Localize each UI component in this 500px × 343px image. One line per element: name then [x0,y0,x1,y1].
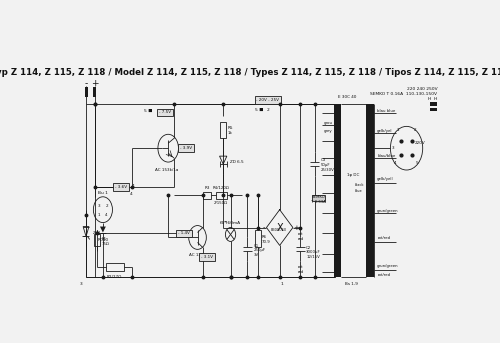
Text: C3
50µF
25/30V: C3 50µF 25/30V [320,158,334,172]
Text: RD10: RD10 [98,238,108,243]
Bar [430,107,438,111]
Bar [312,195,325,201]
Text: black: black [354,183,364,187]
Text: 220V: 220V [414,141,425,145]
Text: rot: rot [298,233,304,236]
Bar [220,122,226,138]
Text: 2/150Ω: 2/150Ω [214,201,228,205]
Text: grou: grou [324,121,332,126]
Bar [106,263,124,271]
Text: E 30C 40: E 30C 40 [338,95,356,98]
Text: SEMKO T 0.16A  110-130-150V: SEMKO T 0.16A 110-130-150V [370,92,438,96]
Bar [254,229,260,247]
Text: R4/120Ω: R4/120Ω [212,186,230,190]
Text: AC 153k/1a: AC 153k/1a [155,168,178,172]
Text: +: + [293,225,298,230]
Bar [178,144,194,152]
Text: ZD 6.5: ZD 6.5 [230,160,243,164]
Text: blau blue: blau blue [377,109,396,114]
Text: 220 240 250V: 220 240 250V [406,87,438,91]
Text: rot: rot [298,265,304,269]
Text: blue: blue [355,189,362,193]
Text: gelb/yell: gelb/yell [377,177,394,181]
Text: - 20V - 25V: - 20V - 25V [256,98,280,102]
Text: 4: 4 [130,192,133,196]
Text: -: - [84,79,87,88]
Text: X: X [276,223,283,233]
Text: grey: grey [324,129,332,133]
Text: SEMKO
T 0.63A: SEMKO T 0.63A [311,196,326,204]
Text: R5
1k: R5 1k [228,126,233,135]
Bar [216,192,227,199]
Text: Bu 1: Bu 1 [98,191,108,195]
Text: Typ Z 114, Z 115, Z 118 / Model Z 114, Z 115, Z 118 / Types Z 114, Z 115, Z 118 : Typ Z 114, Z 115, Z 118 / Model Z 114, Z… [0,68,500,77]
Text: Bs 1-9: Bs 1-9 [345,282,358,286]
Text: - 1.4V: - 1.4V [178,232,190,236]
Text: R6
70.9: R6 70.9 [262,235,271,244]
Text: - 7.5V: - 7.5V [159,110,172,115]
Text: 1: 1 [280,282,283,286]
Bar [94,235,100,246]
Text: 4: 4 [132,184,134,188]
Text: AC 127: AC 127 [188,253,204,257]
Text: rot/red: rot/red [377,273,390,277]
Bar [94,87,96,97]
Text: grun/green: grun/green [377,209,399,213]
Bar [254,96,281,104]
Text: grun/green: grun/green [377,264,399,268]
Text: 6V¶60mA: 6V¶60mA [220,221,241,225]
Text: 2: 2 [266,107,270,111]
Text: +: + [91,79,98,88]
Text: R2/27Ω: R2/27Ω [107,275,122,279]
Text: B300C60: B300C60 [270,227,286,232]
Text: - 3.6V: - 3.6V [115,185,128,189]
Text: C2
3000µF
12/15V: C2 3000µF 12/15V [306,246,321,259]
Text: 1: 1 [396,128,399,132]
Text: H  H: H H [428,97,438,100]
Text: red: red [298,270,304,274]
Text: -: - [262,225,265,230]
Text: red: red [298,237,304,241]
Text: blau/blue: blau/blue [377,154,396,158]
Text: gelb/yel: gelb/yel [377,129,392,133]
Text: 5 ■: 5 ■ [254,107,263,111]
Text: 4: 4 [394,161,397,165]
Polygon shape [100,226,106,233]
Text: - 3.1V: - 3.1V [201,255,213,259]
Text: 1: 1 [98,213,100,217]
Text: 3: 3 [80,282,82,286]
Text: rot/red: rot/red [377,236,390,240]
Bar [430,102,438,106]
Text: 5 ■: 5 ■ [144,108,152,113]
Text: 4: 4 [106,213,108,217]
Bar [334,104,342,277]
Text: ZG1: ZG1 [92,232,101,236]
Bar [199,253,215,261]
Text: R1
75Ω: R1 75Ω [102,237,109,246]
Text: 3: 3 [392,146,394,150]
Text: 5: 5 [416,161,418,165]
Bar [157,108,174,117]
Text: C1
250µF
3V: C1 250µF 3V [254,244,266,257]
Bar [176,229,192,237]
Text: - 3.9V: - 3.9V [180,146,192,150]
Text: 2: 2 [106,204,108,208]
Text: 3: 3 [98,204,100,208]
Text: 1φ DC: 1φ DC [347,173,359,177]
Bar [84,87,87,97]
Bar [113,183,130,191]
Text: 2: 2 [414,128,416,132]
Bar [366,104,374,277]
Text: R3: R3 [204,186,210,190]
Bar [204,192,210,199]
